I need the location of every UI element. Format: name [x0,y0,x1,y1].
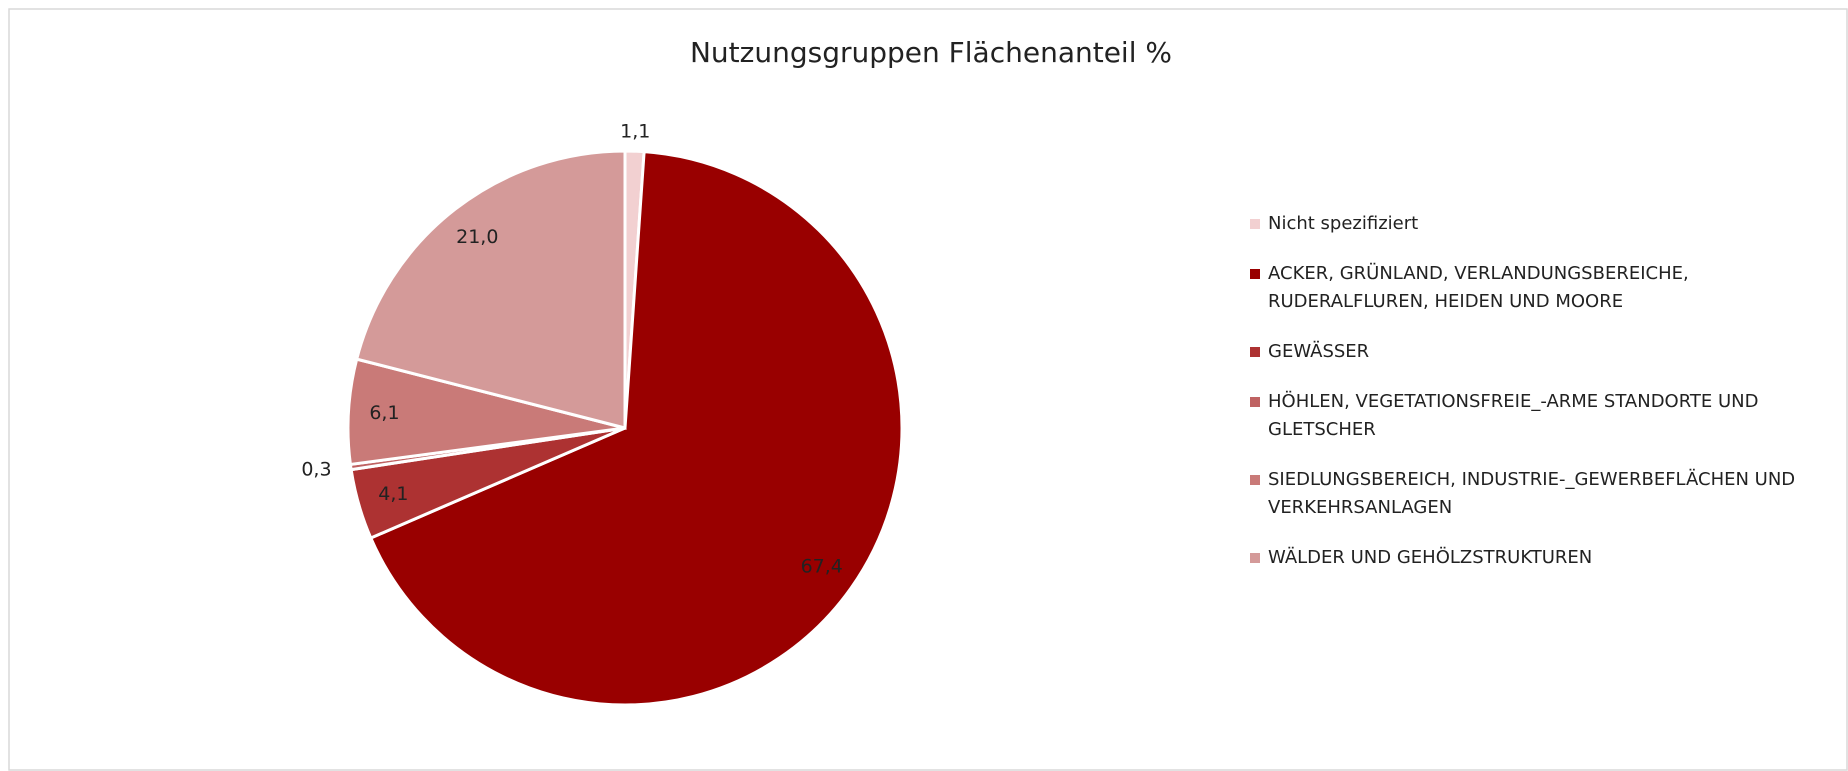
data-label: 0,3 [301,458,331,480]
legend-item: SIEDLUNGSBEREICH, INDUSTRIE-_GEWERBEFLÄC… [1250,466,1840,522]
legend-label: GEWÄSSER [1268,341,1370,362]
legend-label: ACKER, GRÜNLAND, VERLANDUNGSBEREICHE, RU… [1268,263,1689,312]
legend-swatch [1250,269,1260,279]
data-label: 6,1 [369,402,399,424]
legend-item: GEWÄSSER [1250,338,1840,366]
data-label: 67,4 [801,556,843,578]
legend-swatch [1250,397,1260,407]
data-label: 21,0 [456,226,498,248]
data-label: 1,1 [620,120,650,142]
legend-swatch [1250,219,1260,229]
legend-label: WÄLDER UND GEHÖLZSTRUKTUREN [1268,547,1593,568]
legend-item: Nicht spezifiziert [1250,210,1840,238]
pie-slice [368,150,904,707]
chart-border [8,8,1848,771]
legend-item: ACKER, GRÜNLAND, VERLANDUNGSBEREICHE, RU… [1250,260,1840,316]
legend-item: WÄLDER UND GEHÖLZSTRUKTUREN [1250,544,1840,572]
pie-slice [354,149,627,430]
chart-title: Nutzungsgruppen Flächenanteil % [690,36,1172,69]
legend-item: HÖHLEN, VEGETATIONSFREIE_-ARME STANDORTE… [1250,388,1840,444]
legend-swatch [1250,347,1260,357]
legend: Nicht spezifiziert ACKER, GRÜNLAND, VERLA… [1250,210,1840,594]
legend-label: HÖHLEN, VEGETATIONSFREIE_-ARME STANDORTE… [1268,391,1759,440]
legend-swatch [1250,475,1260,485]
legend-label: SIEDLUNGSBEREICH, INDUSTRIE-_GEWERBEFLÄC… [1268,469,1796,518]
legend-label: Nicht spezifiziert [1268,213,1419,234]
data-label: 4,1 [378,483,408,505]
legend-swatch [1250,553,1260,563]
